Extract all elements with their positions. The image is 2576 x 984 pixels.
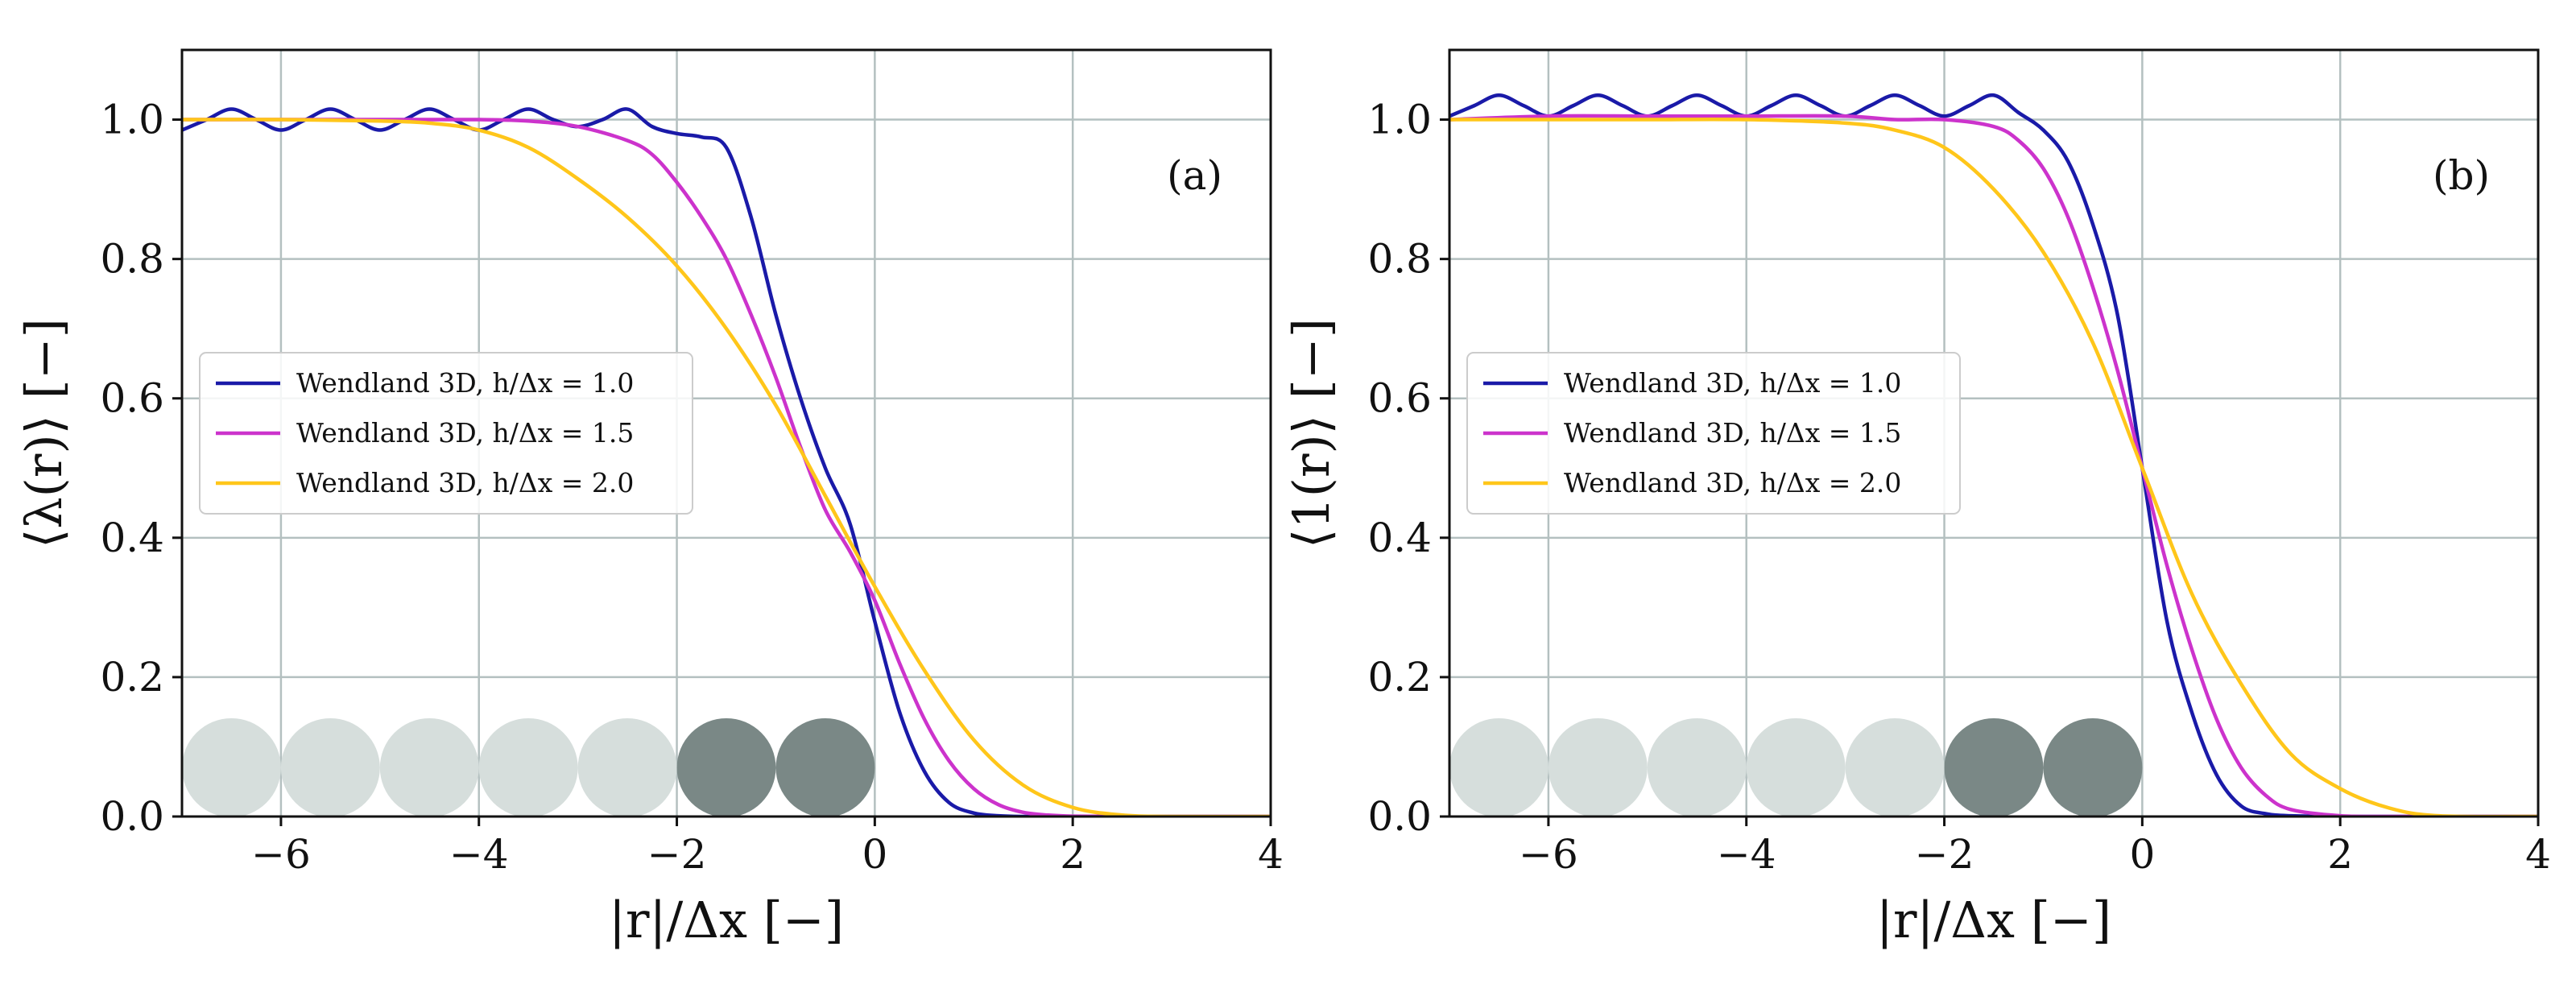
y-tick-label: 0.6	[100, 375, 164, 422]
boundary-particle	[2043, 717, 2143, 817]
fluid-particle	[1746, 717, 1846, 817]
legend-label: Wendland 3D, h/Δx = 1.0	[296, 367, 634, 399]
x-axis-label: |r|/Δx [−]	[609, 891, 844, 949]
legend-label: Wendland 3D, h/Δx = 2.0	[1564, 467, 1901, 498]
legend-label: Wendland 3D, h/Δx = 2.0	[296, 467, 634, 498]
y-tick-label: 0.0	[100, 793, 164, 840]
plot-frame	[1448, 48, 2540, 818]
fluid-particle	[379, 717, 479, 817]
fluid-particle	[280, 717, 380, 817]
legend-box	[199, 352, 693, 515]
y-tick-label: 0.8	[100, 236, 164, 283]
series-line-2	[1449, 114, 2538, 817]
legend-label: Wendland 3D, h/Δx = 1.5	[296, 417, 634, 449]
series-line-3	[1449, 117, 2538, 817]
panel-label: (a)	[1167, 152, 1222, 199]
x-tick-label: −6	[251, 831, 311, 878]
fluid-particle	[478, 717, 578, 817]
fluid-particle	[1647, 717, 1747, 817]
legend-box	[1466, 352, 1961, 515]
y-tick-label: 0.8	[1367, 236, 1432, 283]
particles	[182, 717, 875, 817]
y-axis-label: ⟨λ(r)⟩ [−]	[14, 318, 73, 548]
series-line-1	[1449, 93, 2538, 817]
y-tick-label: 0.2	[1367, 654, 1432, 701]
x-tick-label: −2	[647, 831, 707, 878]
y-tick-label: 1.0	[100, 97, 164, 143]
x-tick-label: −4	[1717, 831, 1776, 878]
fluid-particle	[1449, 717, 1548, 817]
y-tick-label: 0.0	[1367, 793, 1432, 840]
fluid-particle	[182, 717, 281, 817]
series-lines	[1449, 93, 2538, 817]
y-tick-label: 0.6	[1367, 375, 1432, 422]
legend-label: Wendland 3D, h/Δx = 1.5	[1564, 417, 1901, 449]
fluid-particle	[1845, 717, 1945, 817]
panel-label: (b)	[2433, 152, 2490, 199]
legend-label: Wendland 3D, h/Δx = 1.0	[1564, 367, 1901, 399]
x-tick-label: 0	[2129, 831, 2155, 878]
x-axis-label: |r|/Δx [−]	[1876, 891, 2111, 949]
x-tick-label: −6	[1519, 831, 1578, 878]
x-tick-label: 2	[1060, 831, 1085, 878]
x-tick-label: 0	[862, 831, 887, 878]
x-tick-label: −2	[1915, 831, 1974, 878]
fluid-particle	[577, 717, 677, 817]
legend: Wendland 3D, h/Δx = 1.0 Wendland 3D, h/Δx…	[1466, 352, 1961, 515]
series-line-3	[182, 118, 1271, 817]
boundary-particle	[676, 717, 776, 817]
boundary-particle	[1944, 717, 2044, 817]
y-tick-label: 0.4	[100, 515, 164, 561]
y-tick-label: 1.0	[1367, 97, 1432, 143]
plot-frame	[180, 48, 1272, 818]
particles	[1449, 717, 2143, 817]
x-tick-label: −4	[449, 831, 509, 878]
x-tick-label: 2	[2327, 831, 2353, 878]
y-axis-label: ⟨1(r)⟩ [−]	[1282, 318, 1341, 548]
boundary-particle	[775, 717, 875, 817]
x-tick-label: 4	[2525, 831, 2551, 878]
series-lines	[182, 107, 1271, 817]
fluid-particle	[1548, 717, 1648, 817]
panel-b: −6 −4 −2 0 2 4 0.0 0.2 0.4 0.6 0.8 1.0 |r|/Δx [−] ⟨1(…	[1282, 48, 2551, 949]
panel-a: −6 −4 −2 0 2 4 0.0 0.2 0.4 0.6 0.8 1.0 |r|/Δx [−] ⟨λ(…	[14, 48, 1284, 949]
y-tick-label: 0.2	[100, 654, 164, 701]
legend: Wendland 3D, h/Δx = 1.0 Wendland 3D, h/Δx…	[199, 352, 693, 515]
x-tick-label: 4	[1258, 831, 1284, 878]
series-line-1	[182, 107, 1271, 817]
y-tick-label: 0.4	[1367, 515, 1432, 561]
